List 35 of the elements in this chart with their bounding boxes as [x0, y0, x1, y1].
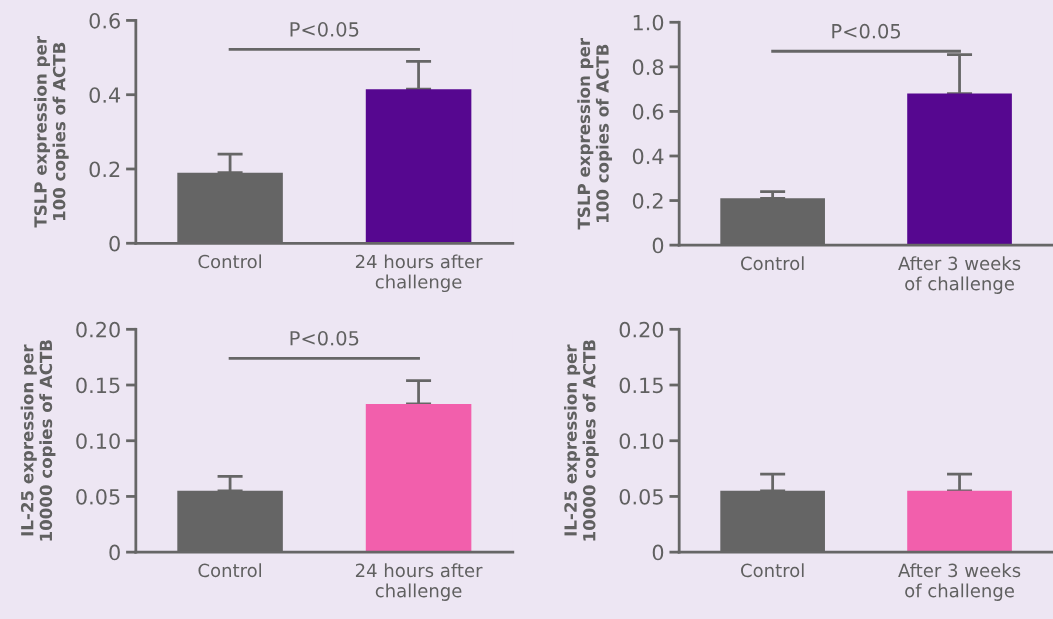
y-tick-label: 0.20: [76, 321, 120, 338]
x-tick-label: After 3 weeks of challenge: [898, 256, 1021, 294]
y-tick-label: 0.4: [632, 148, 664, 165]
y-tick-label: 0.8: [632, 59, 664, 76]
annotation: P<0.05: [832, 23, 901, 39]
y-tick-label: 0.15: [76, 377, 120, 394]
y-axis-title: TSLP expression per 100 copies of ACTB: [577, 37, 613, 230]
y-axis-title: IL-25 expression per 10000 copies of ACTB: [20, 340, 56, 541]
x-tick-label: 24 hours after challenge: [355, 563, 483, 601]
x-tick-label: After 3 weeks of challenge: [898, 563, 1021, 601]
y-axis-title: TSLP expression per 100 copies of ACTB: [33, 36, 69, 228]
x-tick-label: 24 hours after challenge: [355, 254, 483, 293]
y-tick-label: 1.0: [633, 14, 664, 31]
y-tick-label: 0.4: [89, 87, 121, 103]
y-tick-label: 0.15: [619, 377, 663, 394]
y-tick-label: 0.10: [76, 433, 120, 449]
x-tick-label: Control: [198, 254, 262, 269]
y-tick-label: 0: [109, 544, 120, 561]
annotation: P<0.05: [290, 330, 359, 346]
y-axis-title: IL-25 expression per 10000 copies of ACTB: [563, 340, 599, 541]
y-tick-label: 0.05: [619, 488, 663, 505]
y-tick-label: 0.2: [89, 161, 120, 178]
y-tick-label: 0.10: [619, 433, 664, 449]
y-tick-label: 0.6: [632, 103, 664, 120]
y-tick-label: 0.05: [76, 488, 120, 505]
y-tick-label: 0: [109, 235, 120, 252]
y-tick-label: 0: [652, 544, 664, 561]
y-tick-label: 0: [652, 237, 664, 254]
x-tick-label: Control: [741, 256, 804, 271]
x-tick-label: Control: [741, 563, 804, 578]
annotation: P<0.05: [290, 22, 359, 37]
x-tick-label: Control: [198, 563, 262, 578]
y-tick-label: 0.2: [632, 193, 663, 209]
y-tick-label: 0.6: [89, 12, 120, 29]
y-tick-label: 0.20: [619, 321, 664, 338]
